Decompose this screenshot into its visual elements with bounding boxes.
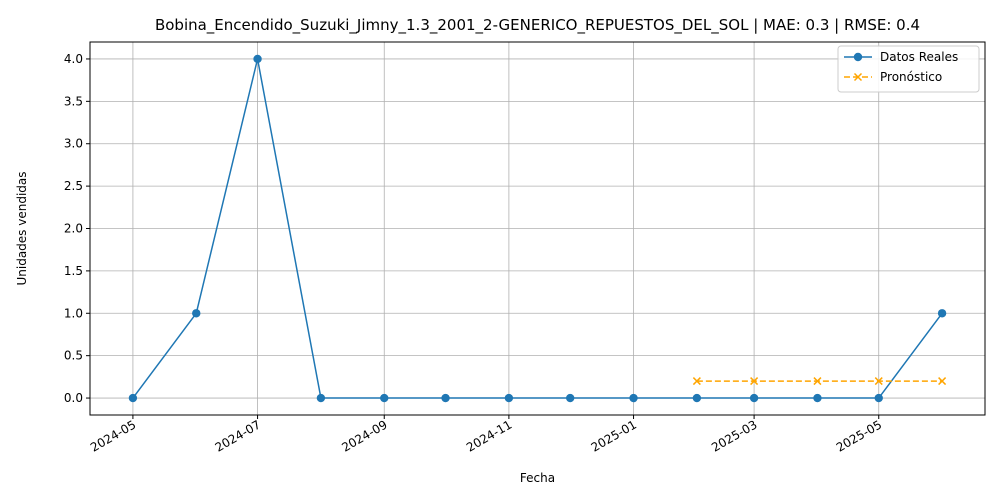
y-tick-label: 2.5	[64, 179, 83, 193]
x-tick-label: 2025-03	[709, 417, 759, 454]
y-tick-label: 2.0	[64, 222, 83, 236]
chart-title: Bobina_Encendido_Suzuki_Jimny_1.3_2001_2…	[155, 16, 920, 35]
x-tick-label: 2025-01	[589, 417, 639, 454]
grid	[90, 42, 985, 415]
y-tick-label: 4.0	[64, 52, 83, 66]
data-point	[441, 393, 450, 403]
series-datos-reales	[128, 54, 947, 403]
legend-box	[837, 45, 980, 93]
x-axis-label: Fecha	[520, 471, 555, 485]
data-point	[192, 309, 201, 318]
y-axis-label: Unidades vendidas	[15, 171, 29, 285]
data-point	[749, 393, 759, 403]
legend: Datos Reales Pronóstico	[837, 45, 980, 93]
data-point	[750, 377, 759, 386]
data-point	[937, 309, 947, 318]
data-point	[253, 54, 262, 64]
y-tick-label: 3.0	[64, 137, 83, 151]
data-point	[316, 393, 326, 403]
data-point	[692, 377, 701, 386]
data-point	[504, 393, 514, 403]
data-point	[938, 377, 947, 386]
y-tick-label: 0.0	[64, 391, 83, 405]
data-point	[813, 393, 822, 403]
x-tick-label: 2024-07	[213, 417, 263, 454]
series-layer	[128, 54, 947, 403]
x-tick-label: 2024-11	[464, 417, 514, 454]
y-tick-label: 0.5	[64, 349, 83, 363]
data-point	[874, 393, 883, 403]
y-tick-label: 3.5	[64, 94, 83, 108]
x-tick-label: 2024-09	[339, 417, 389, 454]
data-point	[380, 393, 389, 403]
data-point	[874, 377, 883, 386]
legend-marker	[853, 72, 863, 82]
x-tick-label: 2024-05	[88, 417, 138, 454]
legend-label: Datos Reales	[880, 50, 958, 64]
y-axis: 0.0 0.5 1.0 1.5 2.0 2.5 3.0 3.5 4.0	[64, 52, 90, 405]
y-tick-label: 1.5	[64, 264, 83, 278]
series-line	[132, 58, 943, 399]
data-point	[629, 393, 638, 403]
series-pronostico	[692, 377, 947, 386]
data-point	[813, 377, 822, 386]
data-point	[565, 393, 575, 403]
legend-label: Pronóstico	[880, 70, 942, 84]
y-tick-label: 1.0	[64, 306, 83, 320]
x-axis: 2024-05 2024-07 2024-09 2024-11 2025-01 2025-…	[88, 415, 884, 455]
x-tick-label: 2025-05	[834, 417, 884, 454]
data-point	[128, 393, 138, 403]
data-point	[692, 393, 702, 403]
legend-marker	[853, 52, 863, 62]
